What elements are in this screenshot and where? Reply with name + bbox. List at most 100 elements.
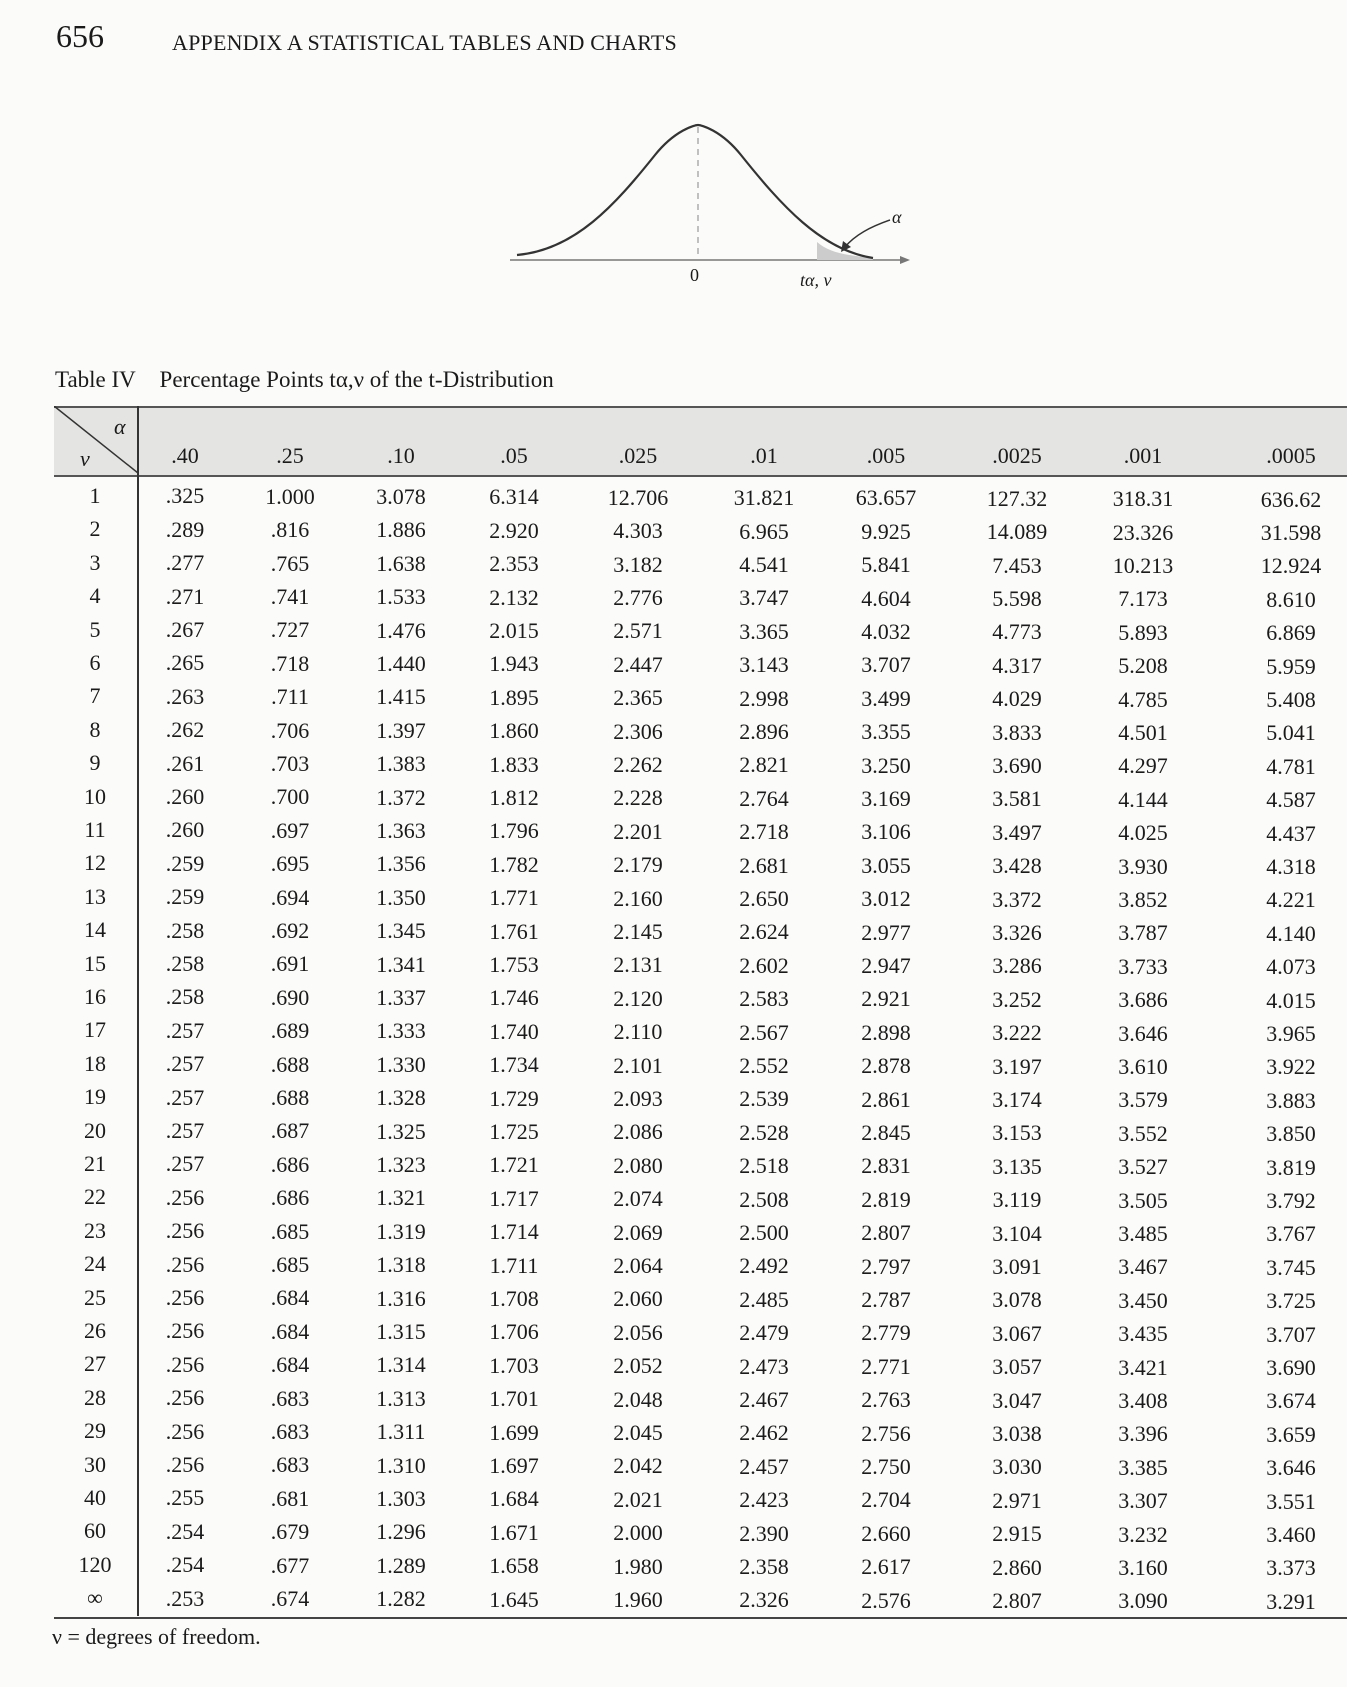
t-value-cell: 4.773 [992, 619, 1042, 645]
t-value-cell: 1.383 [376, 751, 426, 777]
t-value-cell: 4.140 [1266, 920, 1316, 946]
t-value-cell: 1.415 [376, 684, 426, 710]
t-value-cell: 4.032 [861, 619, 911, 645]
t-value-cell: 3.833 [992, 719, 1042, 745]
t-value-cell: 3.291 [1266, 1588, 1316, 1614]
t-value-cell: .695 [270, 851, 310, 877]
t-value-cell: 3.067 [992, 1320, 1042, 1346]
t-value-cell: 1.706 [489, 1319, 539, 1345]
t-value-cell: 4.587 [1266, 787, 1316, 813]
t-value-cell: .253 [165, 1585, 205, 1611]
t-value-cell: 1.895 [489, 684, 539, 710]
t-value-cell: .256 [165, 1218, 205, 1244]
t-value-cell: 4.437 [1266, 820, 1316, 846]
t-value-cell: 4.303 [613, 518, 663, 544]
t-value-cell: 1.721 [489, 1152, 539, 1178]
t-value-cell: 6.869 [1266, 620, 1316, 646]
t-value-cell: 6.314 [489, 484, 539, 510]
t-value-cell: 1.782 [489, 851, 539, 877]
t-value-cell: 2.567 [739, 1019, 789, 1045]
t-value-cell: .681 [270, 1485, 310, 1511]
t-value-cell: 2.145 [613, 918, 663, 944]
t-value-cell: 3.326 [992, 920, 1042, 945]
t-value-cell: 3.707 [1266, 1321, 1316, 1347]
t-value-cell: 3.355 [861, 719, 911, 745]
t-value-cell: 3.819 [1266, 1154, 1316, 1180]
t-value-cell: 1.315 [376, 1319, 426, 1345]
t-value-cell: 10.213 [1112, 552, 1174, 578]
t-value-cell: 3.579 [1118, 1087, 1168, 1113]
t-value-cell: 9.925 [861, 518, 911, 544]
corner-diagonal [54, 406, 139, 474]
table-label: Table IV [55, 367, 136, 392]
t-value-cell: 12.706 [607, 484, 669, 510]
t-value-cell: 3.745 [1266, 1254, 1316, 1280]
column-header-alpha: .0025 [992, 443, 1042, 468]
t-value-cell: .258 [165, 950, 205, 976]
t-value-cell: 1.533 [376, 584, 426, 610]
t-value-cell: 1.943 [489, 651, 539, 677]
t-value-cell: .257 [165, 1151, 205, 1177]
t-value-cell: 2.787 [861, 1287, 911, 1313]
degrees-of-freedom-cell: 14 [84, 917, 106, 943]
t-value-cell: 3.090 [1118, 1588, 1168, 1614]
degrees-of-freedom-cell: 10 [84, 783, 106, 809]
t-value-cell: 2.624 [739, 919, 789, 945]
t-value-cell: 1.314 [376, 1352, 426, 1378]
t-value-cell: 127.32 [986, 485, 1048, 511]
t-value-cell: .261 [165, 750, 205, 776]
t-value-cell: 2.750 [861, 1454, 911, 1480]
t-value-cell: .256 [165, 1451, 205, 1477]
t-value-cell: 3.883 [1266, 1087, 1316, 1113]
t-value-cell: 1.980 [613, 1553, 663, 1579]
t-value-cell: 1.771 [489, 885, 539, 911]
t-value-cell: .257 [165, 1051, 205, 1077]
t-value-cell: 2.797 [861, 1253, 911, 1279]
t-value-cell: 4.318 [1266, 853, 1316, 879]
t-value-cell: .257 [165, 1117, 205, 1143]
t-value-cell: 8.610 [1266, 586, 1316, 612]
t-value-cell: 2.447 [613, 651, 663, 677]
t-value-cell: 1.321 [376, 1185, 426, 1211]
t-value-cell: 1.282 [376, 1586, 426, 1612]
t-value-cell: 1.363 [376, 818, 426, 844]
t-value-cell: .685 [270, 1251, 310, 1277]
t-value-cell: 2.763 [861, 1387, 911, 1413]
t-value-cell: 2.821 [739, 752, 789, 778]
corner-nu-label: ν [80, 446, 90, 471]
t-value-cell: 1.796 [489, 818, 539, 844]
t-value-cell: 3.091 [992, 1254, 1042, 1279]
t-value-cell: 2.485 [739, 1286, 789, 1312]
t-value-cell: 3.497 [992, 819, 1042, 845]
t-value-cell: 4.604 [861, 585, 911, 611]
t-value-cell: 2.056 [613, 1319, 663, 1345]
t-value-cell: 1.440 [376, 651, 426, 677]
t-value-cell: 2.920 [489, 517, 539, 543]
degrees-of-freedom-cell: 22 [84, 1184, 106, 1210]
t-value-cell: .727 [270, 617, 310, 643]
t-value-cell: 1.753 [489, 952, 539, 977]
t-value-cell: 14.089 [986, 519, 1048, 545]
t-value-cell: 1.000 [265, 483, 315, 509]
t-value-cell: .690 [270, 984, 310, 1010]
t-value-cell: 3.057 [992, 1354, 1042, 1380]
t-value-cell: 1.717 [489, 1185, 539, 1211]
t-value-cell: 1.316 [376, 1285, 426, 1311]
column-header-alpha: .25 [276, 443, 304, 468]
t-value-cell: .683 [270, 1418, 310, 1444]
t-value-cell: 2.064 [613, 1252, 663, 1278]
t-value-cell: .816 [270, 517, 310, 543]
table-caption: Percentage Points tα,ν of the t-Distribu… [159, 367, 554, 392]
t-value-cell: 3.787 [1118, 920, 1168, 946]
t-value-cell: 3.792 [1266, 1187, 1316, 1213]
degrees-of-freedom-cell: 21 [84, 1151, 106, 1176]
t-value-cell: 3.659 [1266, 1421, 1316, 1447]
t-value-cell: 2.074 [613, 1186, 663, 1212]
t-value-cell: 3.707 [861, 652, 911, 678]
t-value-cell: 3.372 [992, 886, 1042, 912]
t-value-cell: 7.173 [1118, 586, 1168, 612]
degrees-of-freedom-cell: 18 [84, 1050, 106, 1076]
t-value-cell: 3.725 [1266, 1288, 1316, 1314]
t-value-cell: 3.747 [739, 585, 789, 611]
degrees-of-freedom-cell: 1 [89, 483, 101, 508]
